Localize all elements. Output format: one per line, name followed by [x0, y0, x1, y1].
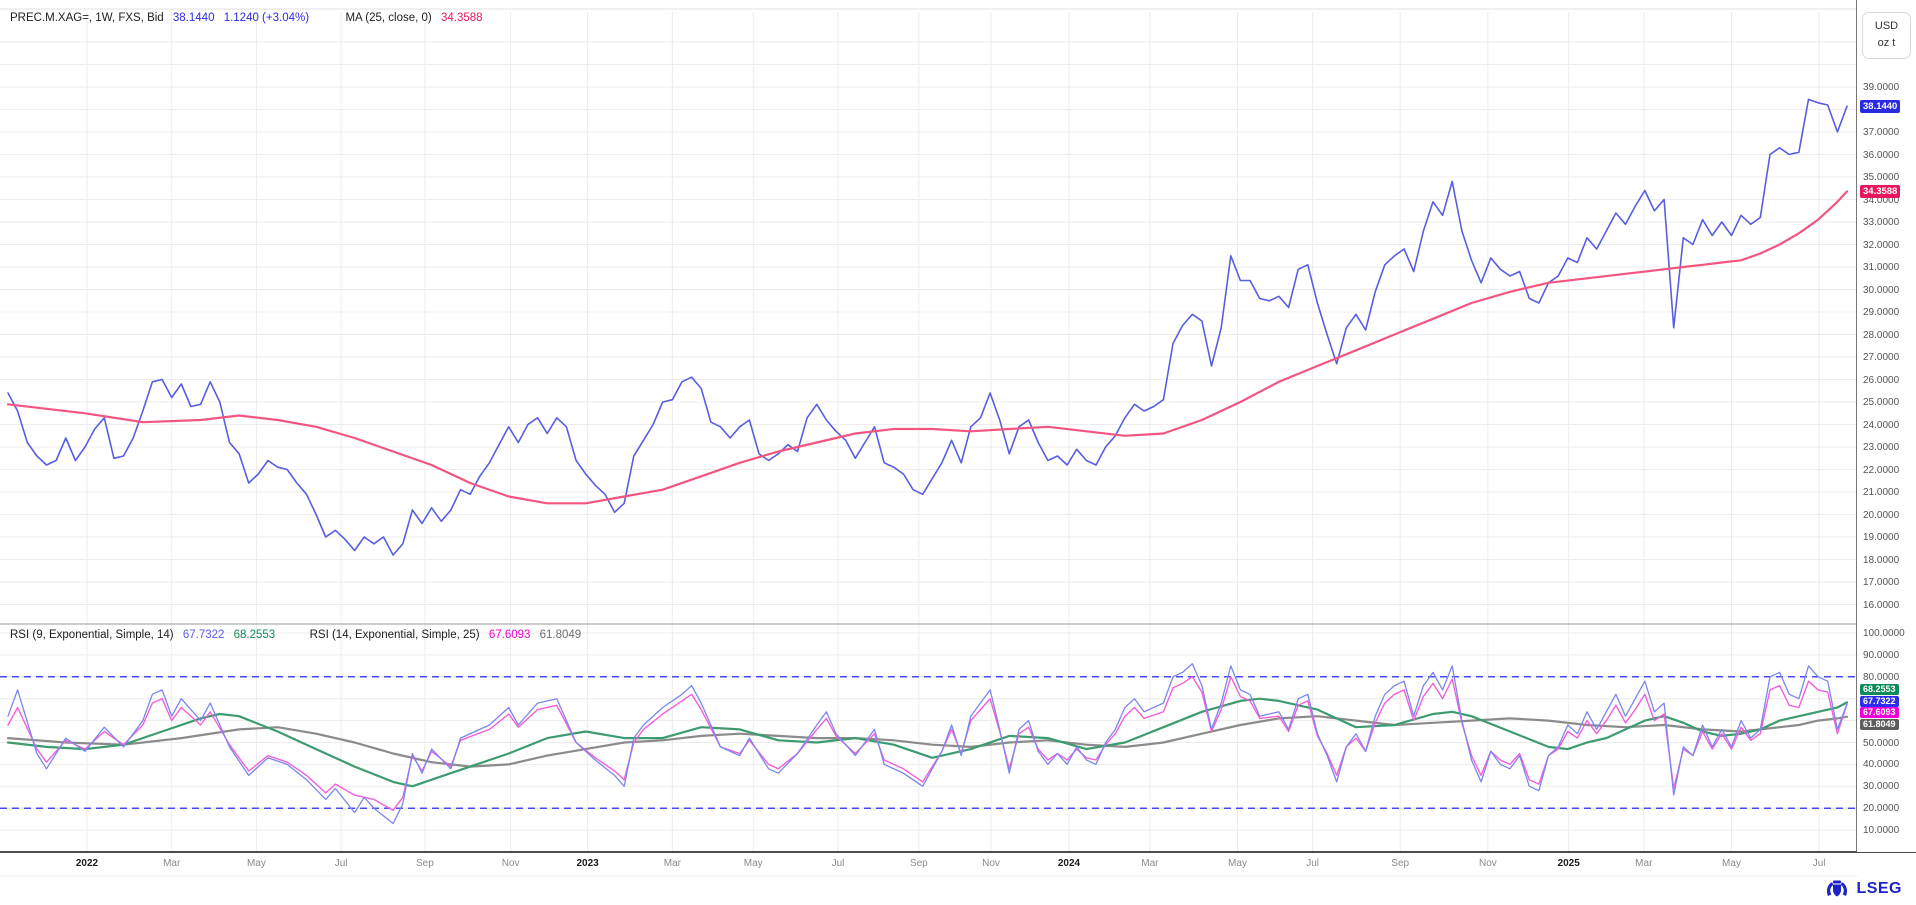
rsi9-value: 67.7322 [182, 629, 225, 641]
price-axis-tick-label: 17.0000 [1863, 577, 1900, 588]
price-axis-tick-label: 25.0000 [1863, 397, 1900, 408]
x-axis-tick-label[interactable]: Mar [163, 858, 181, 869]
rsi-axis-tick-label: 30.0000 [1863, 781, 1900, 793]
last-price-value: 38.1440 [172, 12, 215, 24]
price-axis-tick-label: 26.0000 [1863, 374, 1900, 386]
price-axis-tick-label: 33.0000 [1863, 217, 1900, 228]
price-axis-badge: 34.3588 [1860, 184, 1901, 198]
x-axis-tick-label[interactable]: 2025 [1557, 858, 1580, 869]
x-axis-tick-label[interactable]: Jul [1306, 858, 1319, 869]
unit-measure-label: oz t [1877, 37, 1896, 49]
price-axis-tick-label: 20.0000 [1863, 509, 1900, 521]
x-axis-tick-label[interactable]: Sep [909, 858, 928, 869]
price-axis-tick-label: 28.0000 [1863, 329, 1900, 341]
price-axis-tick-label: 29.0000 [1863, 307, 1900, 318]
price-axis-badge: 38.1440 [1860, 99, 1901, 113]
rsi14-smoothed-value: 61.8049 [539, 629, 582, 641]
price-line [7, 98, 1848, 556]
rsi-panel-legend: RSI (9, Exponential, Simple, 14) 67.7322… [10, 629, 587, 641]
price-axis-tick-label: 35.0000 [1863, 172, 1900, 183]
x-axis-tick-label[interactable]: Nov [982, 858, 1000, 869]
rsi-axis-tick-label: 80.0000 [1863, 671, 1900, 683]
price-axis-tick-label: 31.0000 [1863, 262, 1900, 273]
rsi14-value: 67.6093 [488, 629, 531, 641]
price-axis-tick-label: 24.0000 [1863, 419, 1900, 431]
rsi-axis-tick-label: 10.0000 [1863, 825, 1900, 837]
instrument-legend[interactable]: PREC.M.XAG=, 1W, FXS, Bid [10, 12, 164, 24]
x-axis-tick-label[interactable]: May [246, 858, 266, 869]
x-axis-tick-label[interactable]: Mar [1635, 858, 1653, 869]
x-axis-tick-label[interactable]: Jul [334, 858, 348, 869]
x-axis-tick-label[interactable]: Jul [831, 858, 845, 869]
price-axis-tick-label: 39.0000 [1863, 82, 1900, 93]
lseg-logo: LSEG [1824, 879, 1902, 899]
x-axis-tick-label[interactable]: Mar [663, 858, 682, 869]
rsi9-smoothed-value: 68.2553 [233, 629, 276, 641]
price-axis-tick-label: 21.0000 [1863, 487, 1900, 498]
price-axis-tick-label: 37.0000 [1863, 127, 1900, 138]
x-axis-tick-label[interactable]: Sep [415, 858, 434, 869]
price-axis-tick-label: 18.0000 [1863, 554, 1900, 566]
x-axis-tick-label[interactable]: Nov [501, 858, 520, 869]
x-axis-tick-label[interactable]: 2022 [75, 858, 99, 869]
price-change-value: 1.1240 (+3.04%) [223, 12, 310, 24]
rsi-axis-badge: 68.2553 [1860, 684, 1899, 695]
price-axis-tick-label: 23.0000 [1863, 442, 1900, 453]
rsi-axis-badge: 67.6093 [1860, 707, 1899, 718]
x-axis-tick-label[interactable]: 2023 [576, 858, 599, 869]
rsi-axis-tick-label: 50.0000 [1863, 737, 1900, 749]
price-axis-tick-label: 19.0000 [1863, 532, 1900, 543]
rsi9-line [7, 663, 1848, 825]
x-axis-tick-label[interactable]: 2024 [1057, 858, 1081, 869]
x-axis-tick-label[interactable]: May [743, 858, 763, 869]
price-axis-tick-label: 36.0000 [1863, 149, 1900, 161]
x-axis-tick-label[interactable]: Jul [1812, 858, 1826, 869]
rsi14-smoothed-line [6, 715, 1849, 768]
price-axis-tick-label: 16.0000 [1863, 599, 1900, 611]
rsi-axis-tick-label: 100.0000 [1863, 628, 1905, 639]
price-axis-tick-label: 27.0000 [1863, 352, 1900, 363]
x-axis-tick-label[interactable]: May [1228, 858, 1247, 869]
rsi-axis-badge: 61.8049 [1860, 718, 1899, 730]
lseg-crest-icon [1827, 880, 1848, 897]
ma-study-legend[interactable]: MA (25, close, 0) [345, 12, 432, 24]
rsi-axis-tick-label: 20.0000 [1863, 803, 1900, 815]
price-axis-tick-label: 30.0000 [1863, 284, 1900, 296]
ma-line [6, 190, 1849, 505]
rsi9-study-legend[interactable]: RSI (9, Exponential, Simple, 14) [10, 629, 174, 641]
price-axis-unit-box[interactable]: USD oz t [1862, 12, 1911, 59]
lseg-wordmark: LSEG [1856, 880, 1902, 897]
rsi14-study-legend[interactable]: RSI (14, Exponential, Simple, 25) [309, 629, 480, 641]
unit-currency-label: USD [1874, 20, 1899, 32]
x-axis-tick-label[interactable]: Mar [1141, 858, 1159, 869]
x-axis-tick-label[interactable]: Nov [1478, 858, 1497, 869]
rsi-axis-tick-label: 90.0000 [1863, 649, 1900, 661]
rsi-axis-tick-label: 40.0000 [1863, 759, 1900, 771]
x-axis-tick-label[interactable]: May [1722, 858, 1741, 869]
price-axis-tick-label: 32.0000 [1863, 239, 1900, 251]
price-axis-tick-label: 22.0000 [1863, 464, 1900, 476]
price-panel-legend: PREC.M.XAG=, 1W, FXS, Bid 38.1440 1.1240… [10, 12, 489, 24]
ma-value: 34.3588 [440, 12, 483, 24]
price-axis-tick-label: 34.0000 [1863, 194, 1900, 206]
rsi-axis-badge: 67.7322 [1860, 695, 1899, 707]
x-axis-tick-label[interactable]: Sep [1391, 858, 1410, 869]
rsi14-line [7, 676, 1848, 812]
